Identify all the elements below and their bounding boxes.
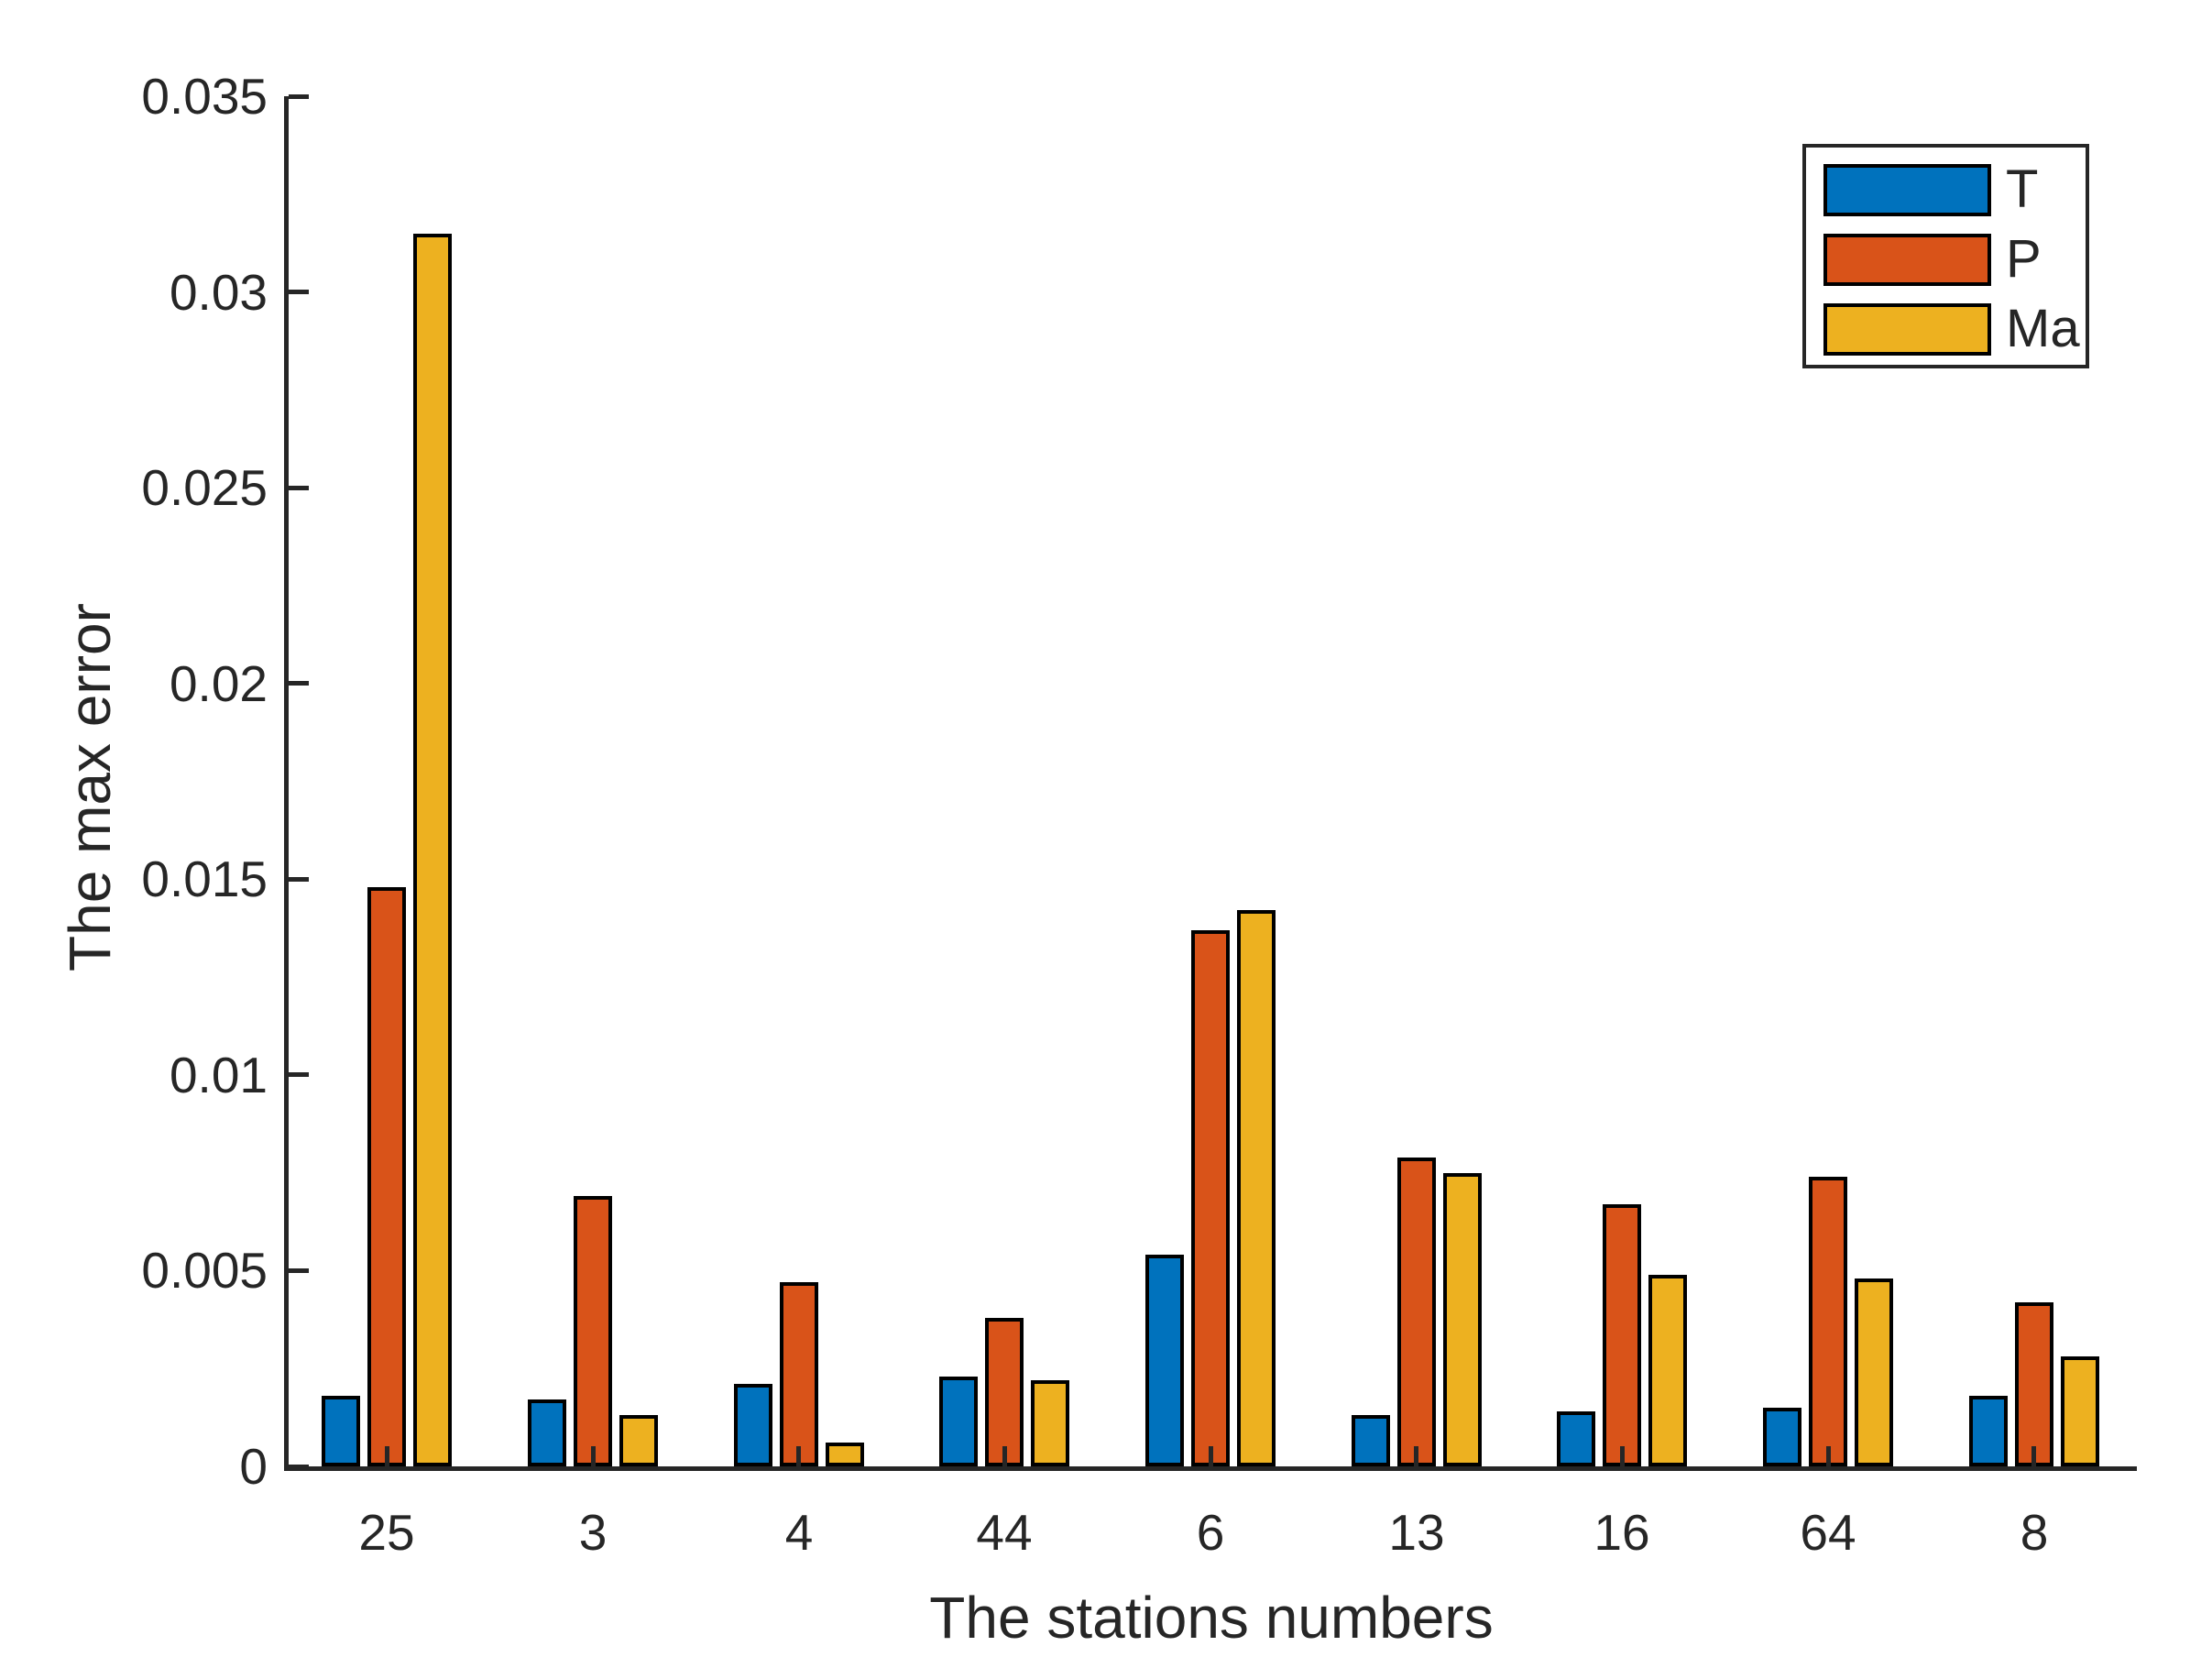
bar-P-44 xyxy=(985,1318,1024,1466)
bar-T-44 xyxy=(939,1377,978,1466)
x-axis-title: The stations numbers xyxy=(929,1585,1494,1651)
y-axis-title: The max error xyxy=(57,603,123,971)
y-tick-label: 0.015 xyxy=(141,850,268,907)
y-tick-label: 0.005 xyxy=(141,1242,268,1299)
x-tick-label-44: 44 xyxy=(976,1504,1033,1561)
legend-label-p: P xyxy=(2006,228,2042,289)
bar-T-13 xyxy=(1352,1415,1390,1466)
bar-P-16 xyxy=(1603,1204,1641,1466)
x-tick-label-8: 8 xyxy=(2020,1504,2049,1561)
bar-P-6 xyxy=(1191,930,1230,1466)
bar-T-64 xyxy=(1763,1408,1801,1466)
y-tick-0.005 xyxy=(289,1268,309,1273)
x-tick-label-4: 4 xyxy=(784,1504,814,1561)
bar-P-13 xyxy=(1397,1158,1436,1466)
x-axis-line xyxy=(284,1466,2137,1471)
y-tick-label: 0 xyxy=(239,1438,268,1495)
bar-T-3 xyxy=(528,1399,566,1466)
bar-Ma-6 xyxy=(1237,910,1276,1466)
legend-label-ma: Ma xyxy=(2006,298,2080,358)
y-tick-0 xyxy=(289,1465,309,1469)
bar-T-6 xyxy=(1145,1255,1184,1466)
bar-T-25 xyxy=(322,1396,360,1466)
x-tick-4 xyxy=(796,1446,801,1466)
bar-Ma-44 xyxy=(1031,1380,1069,1466)
x-tick-16 xyxy=(1620,1446,1625,1466)
bar-Ma-8 xyxy=(2061,1356,2099,1466)
legend-item-ma: Ma xyxy=(1823,299,2080,358)
y-tick-label: 0.025 xyxy=(141,459,268,516)
bar-Ma-25 xyxy=(413,234,452,1466)
legend-swatch-ma xyxy=(1823,303,1991,356)
x-tick-label-13: 13 xyxy=(1388,1504,1445,1561)
bar-Ma-13 xyxy=(1443,1173,1482,1466)
x-tick-label-64: 64 xyxy=(1800,1504,1856,1561)
legend-swatch-t xyxy=(1823,164,1991,216)
y-tick-label: 0.035 xyxy=(141,68,268,125)
bar-P-25 xyxy=(367,887,406,1466)
y-tick-0.02 xyxy=(289,681,309,686)
y-tick-0.035 xyxy=(289,94,309,99)
bar-T-16 xyxy=(1557,1411,1595,1466)
bar-Ma-4 xyxy=(826,1443,864,1466)
x-tick-64 xyxy=(1826,1446,1831,1466)
y-tick-0.025 xyxy=(289,486,309,490)
y-tick-0.01 xyxy=(289,1072,309,1077)
y-tick-0.015 xyxy=(289,877,309,882)
y-tick-0.03 xyxy=(289,290,309,294)
bar-P-64 xyxy=(1809,1177,1847,1466)
bar-Ma-3 xyxy=(619,1415,658,1466)
bar-P-8 xyxy=(2015,1302,2053,1466)
bar-Ma-16 xyxy=(1648,1275,1687,1466)
legend-label-t: T xyxy=(2006,159,2039,219)
bar-T-8 xyxy=(1969,1396,2008,1466)
bar-T-4 xyxy=(734,1384,772,1466)
legend-swatch-p xyxy=(1823,234,1991,286)
x-tick-6 xyxy=(1209,1446,1213,1466)
x-tick-3 xyxy=(591,1446,596,1466)
bar-Ma-64 xyxy=(1855,1278,1893,1466)
x-tick-label-6: 6 xyxy=(1196,1504,1225,1561)
x-tick-44 xyxy=(1002,1446,1007,1466)
x-tick-label-3: 3 xyxy=(578,1504,608,1561)
x-tick-label-16: 16 xyxy=(1593,1504,1650,1561)
x-tick-13 xyxy=(1414,1446,1418,1466)
bar-P-3 xyxy=(574,1196,612,1466)
bar-P-4 xyxy=(780,1282,818,1466)
x-tick-8 xyxy=(2031,1446,2036,1466)
legend-item-p: P xyxy=(1823,229,2080,289)
legend-item-t: T xyxy=(1823,159,2080,219)
y-tick-label: 0.03 xyxy=(169,264,268,321)
y-tick-label: 0.01 xyxy=(169,1047,268,1103)
x-tick-25 xyxy=(385,1446,389,1466)
y-tick-label: 0.02 xyxy=(169,655,268,712)
x-tick-label-25: 25 xyxy=(358,1504,415,1561)
legend: T P Ma xyxy=(1802,144,2089,368)
y-axis-line xyxy=(284,96,289,1471)
